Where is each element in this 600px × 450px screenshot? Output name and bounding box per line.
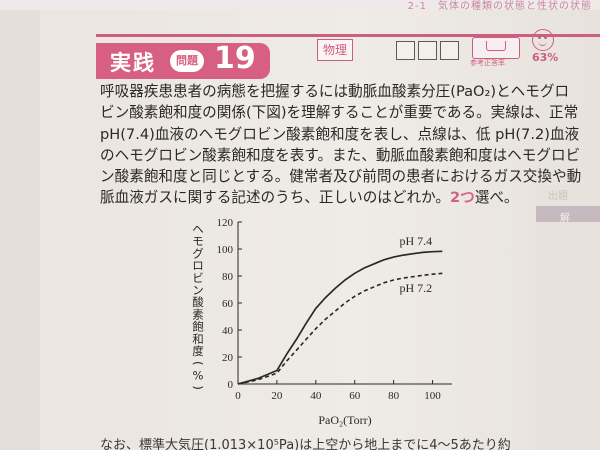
reference-book-icon (472, 37, 520, 59)
subject-tag: 物理 (317, 39, 354, 61)
question-last-after: 選べ。 (474, 189, 519, 207)
reference-label: 参考正答率 (470, 59, 505, 67)
y-tick-label: 120 (217, 217, 234, 229)
header-rule (96, 34, 600, 37)
question-last-before: 脈血液ガスに関する記述のうち、正しいのはどれか。 (100, 189, 450, 207)
y-axis-title-char: グ (192, 246, 204, 260)
correct-rate: 63% (532, 51, 559, 64)
smile-face-icon (532, 29, 554, 51)
x-tick-label: 40 (310, 390, 322, 402)
y-axis-title-char: % (193, 368, 204, 382)
practice-label: 実践 (110, 51, 156, 75)
top-bar (0, 0, 600, 10)
question-line: 呼吸器疾患患者の病態を把握するには動脈血酸素分圧(PaO₂)とヘモグロ (100, 83, 570, 100)
bleed-text: 出題 (548, 191, 568, 202)
question-text: 呼吸器疾患患者の病態を把握するには動脈血酸素分圧(PaO₂)とヘモグロ ビン酸素… (100, 81, 582, 209)
series-ph72-line (237, 272, 443, 385)
problem-number: 19 (214, 41, 256, 76)
right-margin (536, 185, 600, 450)
problem-label: 問題 (170, 50, 204, 72)
x-tick-label: 60 (349, 390, 361, 402)
x-ticks: 0 20 40 60 80 100 (235, 380, 441, 402)
bleed-text: 解 (560, 213, 570, 224)
y-tick-label: 20 (222, 352, 234, 364)
question-line: ビン酸素飽和度の関係(下図)を理解することが重要である。実線は、正常 (100, 104, 579, 122)
x-tick-label: 20 (271, 390, 283, 402)
side-tab (536, 206, 600, 222)
y-axis-title-char: 飽 (192, 320, 204, 334)
x-tick-label: 0 (235, 390, 241, 402)
y-axis-title-char: 度 (192, 344, 204, 358)
y-axis-title-char: ヘ (192, 222, 204, 236)
y-tick-label: 60 (222, 298, 234, 310)
check-box-2[interactable] (418, 41, 437, 60)
answer-count: 2つ (449, 189, 475, 207)
check-box-3[interactable] (440, 41, 459, 60)
footer-text: なお、標準大気圧(1.013×10⁵Pa)は上空から地上までに4〜5あたり約 (100, 438, 511, 450)
y-axis-title: ヘモグロビン酸素飽和度 (%) (191, 222, 205, 390)
question-line: ン酸素飽和度と同じとする。健常者及び前問の患者におけるガス交換や動 (100, 168, 582, 186)
x-tick-label: 80 (388, 390, 400, 402)
y-axis-title-char: 和 (192, 332, 204, 346)
y-axis-title-char: ン (192, 283, 204, 297)
left-page-inner (40, 0, 96, 450)
left-page-band (0, 0, 96, 450)
question-line: のヘモグロビン酸素飽和度を表す。また、動脈血酸素飽和度はヘモグロビ (100, 146, 581, 164)
check-box-1[interactable] (396, 41, 415, 60)
y-axis-title-char: ( (191, 361, 205, 366)
x-axis-label: PaO₂(Torr) (318, 413, 371, 427)
y-tick-label: 40 (222, 325, 234, 337)
y-axis-title-char: モ (192, 234, 204, 248)
y-axis-title-char: 素 (192, 307, 204, 321)
y-axis-title-char: 酸 (192, 295, 204, 309)
series-label-ph72: pH 7.2 (399, 281, 432, 295)
series-label-ph74: pH 7.4 (399, 234, 432, 248)
y-axis-title-char: ビ (192, 271, 204, 285)
y-axis-title-char: ) (191, 385, 205, 390)
y-tick-label: 0 (228, 379, 234, 391)
y-axis-title-char: ロ (192, 259, 204, 273)
running-head: 2-1 気体の種類の状態と性状の状態 (407, 1, 592, 12)
x-tick-label: 100 (424, 390, 441, 402)
series-ph74-line (237, 250, 443, 385)
y-tick-label: 100 (217, 244, 234, 256)
y-tick-label: 80 (222, 271, 234, 283)
question-last-line: 脈血液ガスに関する記述のうち、正しいのはどれか。2つ選べ。 (100, 187, 530, 208)
question-line: pH(7.4)血液のヘモグロビン酸素飽和度を表し、点線は、低 pH(7.2)血液 (100, 125, 580, 143)
oxygen-dissociation-chart: ヘモグロビン酸素飽和度 (%) 0 20 40 60 80 100 120 0 20 40 60 80… (191, 217, 452, 427)
